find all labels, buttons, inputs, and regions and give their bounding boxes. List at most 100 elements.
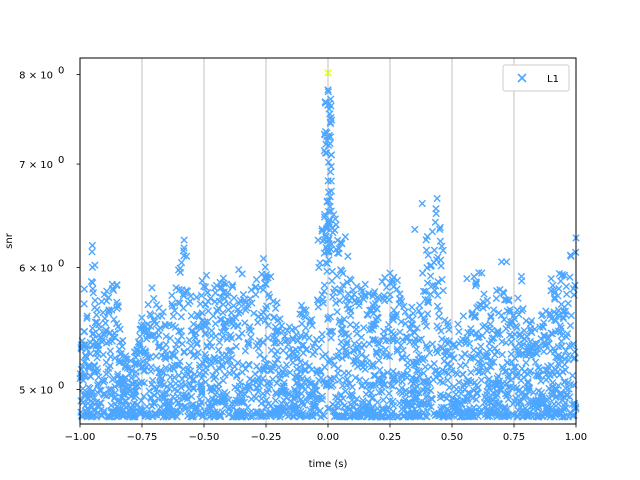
scatter-point-2593	[523, 412, 531, 420]
scatter-point-2046	[198, 412, 207, 421]
scatter-point-1492	[241, 319, 249, 327]
scatter-point-1302	[309, 350, 317, 359]
scatter-point-2330	[221, 318, 230, 326]
scatter-point-1592	[102, 297, 111, 305]
scatter-point-1550	[168, 300, 176, 308]
scatter-point-2275	[571, 354, 579, 362]
scatter-point-2536	[218, 351, 226, 359]
scatter-point-1831	[523, 332, 531, 340]
y-tick-exp-2: 0	[58, 155, 64, 166]
scatter-point-1361	[462, 339, 470, 347]
scatter-point-1402	[359, 399, 367, 408]
scatter-point-459	[428, 227, 437, 236]
scatter-point-1815	[309, 342, 317, 351]
scatter-point-2167	[212, 332, 220, 340]
scatter-point-2545	[212, 398, 221, 406]
scatter-point-2128	[170, 385, 179, 394]
scatter-point-2587	[80, 285, 89, 293]
scatter-point-1916	[301, 385, 309, 394]
scatter-point-2525	[206, 413, 214, 421]
scatter-point-1693	[343, 338, 351, 346]
scatter-point-2352	[101, 319, 110, 327]
scatter-point-443	[212, 366, 220, 375]
scatter-point-2368	[130, 393, 139, 402]
scatter-point-1948	[534, 345, 542, 353]
scatter-point-865	[436, 237, 445, 245]
scatter-point-1789	[200, 282, 208, 290]
scatter-point-2558	[519, 373, 528, 382]
scatter-point-1937	[159, 381, 168, 389]
scatter-point-2282	[262, 270, 271, 279]
scatter-point-2543	[284, 412, 292, 420]
scatter-point-1833	[186, 347, 195, 356]
scatter-point-2645	[321, 131, 329, 139]
scatter-point-1048	[362, 353, 370, 362]
scatter-point-1283	[484, 376, 492, 384]
scatter-point-931	[240, 296, 249, 304]
scatter-point-2577	[393, 337, 401, 346]
scatter-point-1756	[557, 337, 566, 345]
scatter-point-2583	[268, 364, 277, 372]
scatter-point-602	[433, 302, 442, 310]
scatter-point-2552	[459, 370, 467, 379]
scatter-point-2430	[382, 283, 391, 292]
scatter-point-1054	[434, 278, 442, 286]
scatter-point-2498	[468, 310, 476, 318]
scatter-point-2500	[543, 402, 552, 411]
scatter-point-2071	[136, 410, 145, 418]
scatter-point-2055	[111, 400, 119, 408]
scatter-point-2231	[114, 410, 122, 419]
scatter-point-2004	[385, 389, 393, 398]
scatter-point-1013	[273, 379, 281, 387]
scatter-point-2367	[107, 388, 116, 397]
scatter-point-2492	[273, 298, 281, 307]
scatter-point-2087	[424, 251, 432, 259]
scatter-point-2125	[236, 388, 244, 397]
scatter-point-2280	[347, 307, 355, 315]
scatter-point-2484	[480, 398, 489, 407]
scatter-point-911	[337, 338, 345, 346]
scatter-point-2570	[245, 326, 253, 334]
scatter-point-2459	[230, 322, 238, 330]
scatter-point-2472	[263, 388, 271, 397]
scatter-point-1114	[385, 296, 393, 304]
scatter-point-2026	[500, 289, 508, 298]
scatter-point-2444	[105, 412, 113, 421]
scatter-point-918	[147, 393, 155, 401]
scatter-point-1331	[257, 315, 265, 323]
scatter-point-2561	[96, 399, 104, 407]
scatter-point-1072	[305, 392, 314, 400]
scatter-outlier-23	[547, 274, 555, 283]
scatter-point-1657	[220, 288, 228, 296]
y-tick-label-0: 5 × 10	[19, 386, 53, 397]
scatter-point-2270	[415, 351, 423, 359]
scatter-point-2005	[79, 362, 87, 370]
scatter-point-1544	[219, 274, 228, 282]
scatter-point-456	[359, 396, 367, 405]
scatter-point-1101	[92, 339, 100, 347]
scatter-point-1996	[206, 399, 214, 407]
scatter-point-1928	[513, 306, 522, 314]
scatter-point-peak	[324, 86, 332, 94]
scatter-point-2174	[140, 321, 148, 329]
scatter-point-998	[224, 410, 233, 418]
scatter-point-1952	[378, 388, 386, 396]
scatter-point-1097	[121, 361, 130, 370]
scatter-point-1379	[342, 348, 350, 356]
scatter-point-2642	[321, 99, 330, 107]
scatter-point-2542	[471, 410, 479, 418]
y-tick-exp-1: 0	[58, 258, 64, 269]
scatter-point-1569	[166, 373, 175, 381]
scatter-point-1854	[176, 403, 184, 411]
x-tick-label-8: 1.00	[565, 432, 587, 443]
scatter-point-2261	[81, 373, 89, 381]
scatter-point-1652	[102, 392, 111, 400]
scatter-point-1354	[88, 330, 97, 338]
scatter-point-2148	[342, 345, 350, 354]
scatter-point-479	[435, 306, 443, 315]
scatter-point-2358	[301, 365, 309, 373]
scatter-point-1698	[460, 380, 468, 389]
scatter-outlier-21	[502, 258, 511, 266]
scatter-point-754	[270, 339, 278, 347]
